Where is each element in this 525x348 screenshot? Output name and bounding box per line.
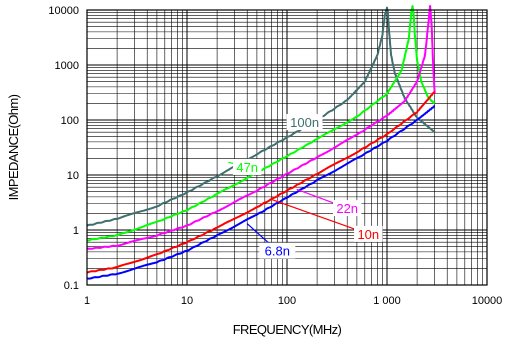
label-leader [271, 198, 369, 235]
series-line-6-8n [86, 105, 436, 280]
y-tick-label: 0.1 [64, 280, 79, 292]
series-label-box [232, 158, 262, 175]
x-tick-label: 10000 [472, 295, 503, 307]
series-line-100n [86, 6, 436, 227]
series-label: 22n [336, 201, 358, 216]
series-label-box [332, 200, 362, 217]
y-axis-label: IMPEDANCE(Ohm) [6, 94, 21, 200]
series-label: 10n [357, 227, 379, 242]
y-tick-label: 10000 [48, 5, 79, 17]
series-label-box [259, 242, 296, 259]
x-tick-label: 1 000 [373, 295, 401, 307]
y-tick-label: 100 [61, 115, 79, 127]
y-tick-label: 1000 [55, 60, 79, 72]
series-line-47n [86, 5, 436, 242]
x-tick-label: 1 [84, 295, 90, 307]
series-label-box [286, 113, 323, 130]
x-axis-label: FREQUENCY(MHz) [233, 322, 342, 337]
series-label: 100n [290, 115, 319, 130]
series-label: 6.8n [265, 244, 290, 259]
series-label-box [354, 225, 383, 242]
series-labels: 100n 47n 22n 10n 6.8n [232, 113, 383, 259]
y-tick-labels: 0.1 1 10 100 1000 10000 [48, 5, 79, 292]
y-tick-label: 1 [73, 225, 79, 237]
x-tick-labels: 1 10 100 1 000 10000 [84, 295, 502, 307]
x-tick-label: 100 [278, 295, 296, 307]
plot-frame [86, 9, 488, 286]
series-label: 47n [236, 160, 258, 175]
series-line-10n [86, 90, 436, 274]
x-tick-label: 10 [181, 295, 193, 307]
y-tick-label: 10 [67, 170, 79, 182]
